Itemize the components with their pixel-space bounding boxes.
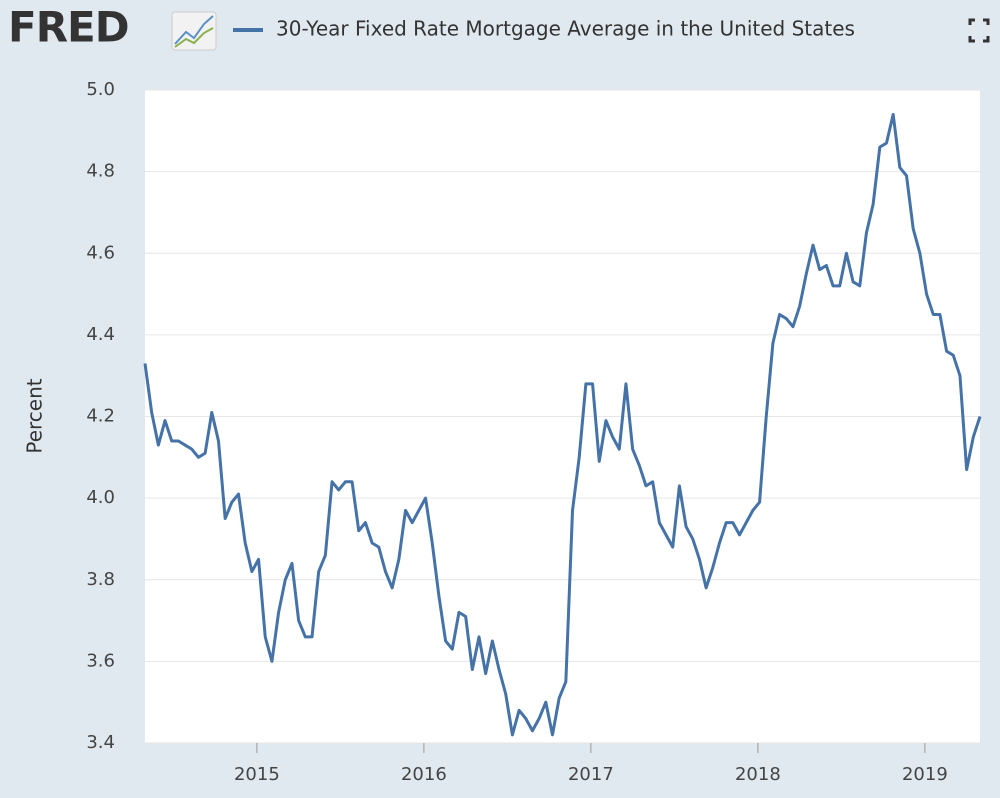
x-tick-label: 2017 <box>568 764 614 785</box>
y-tick-label: 4.8 <box>86 161 115 182</box>
x-tick-label: 2019 <box>902 764 948 785</box>
y-tick-label: 4.2 <box>86 406 115 427</box>
legend-label: 30-Year Fixed Rate Mortgage Average in t… <box>276 17 855 41</box>
x-tick-label: 2015 <box>234 764 280 785</box>
y-tick-label: 4.4 <box>86 324 115 345</box>
logo[interactable]: FRED <box>8 3 130 52</box>
y-tick-label: 3.4 <box>86 732 115 753</box>
fullscreen-button[interactable] <box>968 18 990 43</box>
y-tick-label: 3.8 <box>86 569 115 590</box>
x-tick-label: 2018 <box>735 764 781 785</box>
y-tick-label: 4.6 <box>86 242 115 263</box>
x-tick-label: 2016 <box>401 764 447 785</box>
y-tick-label: 3.6 <box>86 650 115 671</box>
y-tick-label: 5.0 <box>86 79 115 100</box>
series-line <box>143 112 982 737</box>
logo-icon <box>171 11 217 51</box>
y-axis-label: Percent <box>23 378 47 453</box>
y-tick-label: 4.0 <box>86 487 115 508</box>
